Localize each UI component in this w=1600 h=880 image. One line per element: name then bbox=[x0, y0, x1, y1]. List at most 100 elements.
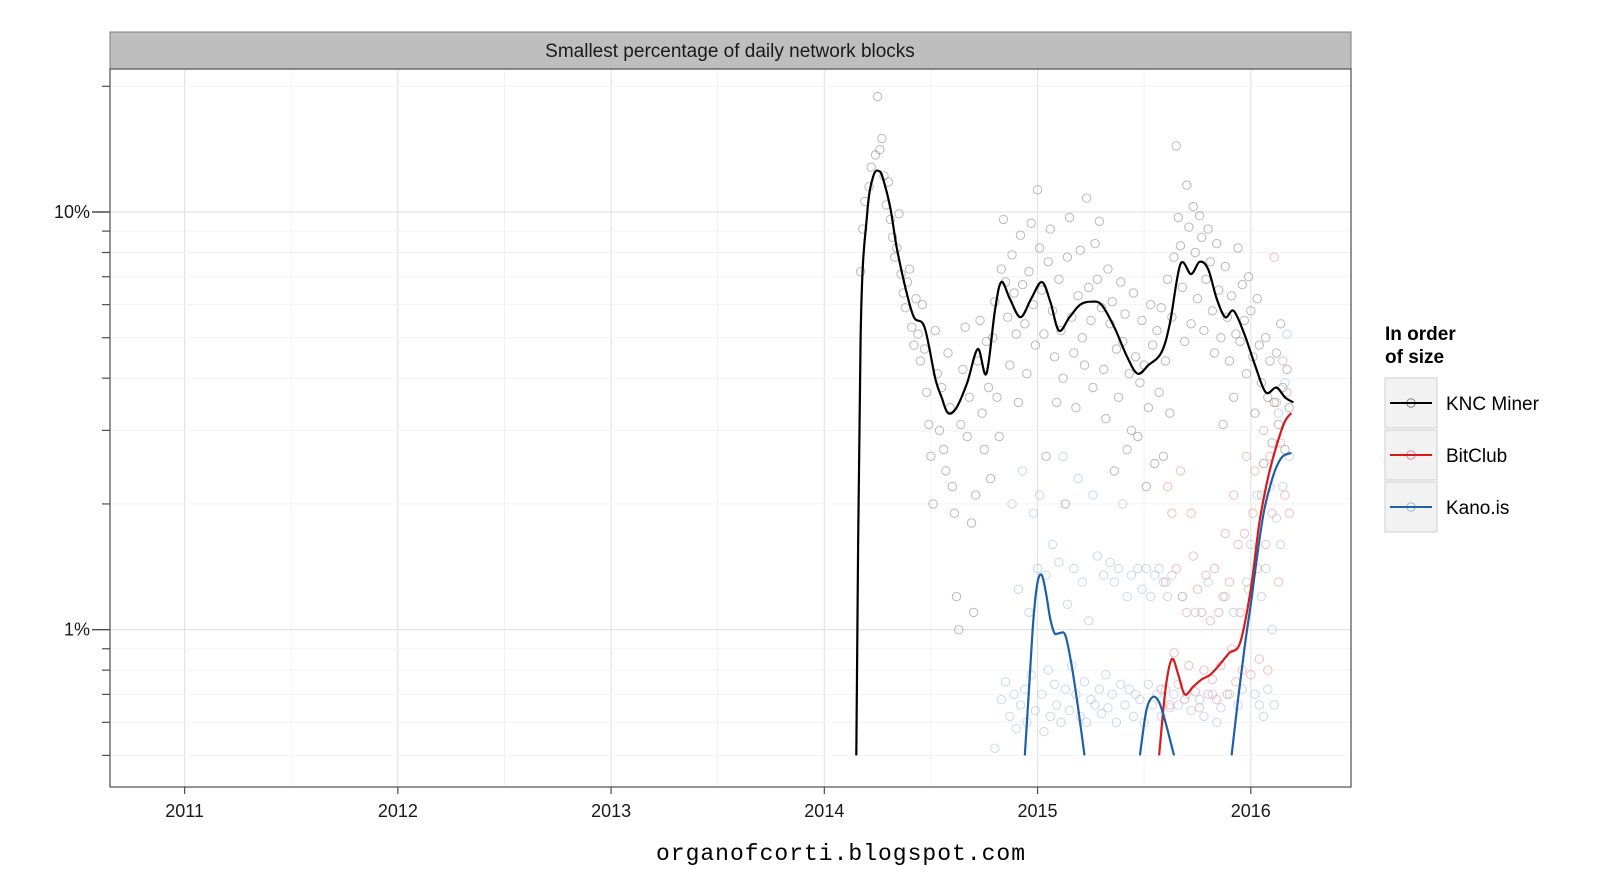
point-series-0 bbox=[1062, 252, 1073, 262]
point-series-0 bbox=[966, 518, 977, 528]
point-series-2 bbox=[1013, 584, 1024, 594]
point-series-0 bbox=[941, 466, 951, 476]
point-series-0 bbox=[1241, 369, 1252, 379]
point-series-0 bbox=[1205, 257, 1216, 267]
point-series-0 bbox=[1122, 444, 1132, 455]
point-series-2 bbox=[1111, 717, 1122, 727]
point-series-2 bbox=[1017, 466, 1028, 476]
point-series-0 bbox=[1126, 425, 1137, 436]
point-series-0 bbox=[1177, 282, 1188, 293]
point-series-1 bbox=[1261, 539, 1271, 550]
point-series-2 bbox=[1079, 677, 1090, 687]
point-series-0 bbox=[1256, 378, 1267, 388]
point-series-2 bbox=[1154, 563, 1164, 574]
legend-label: BitClub bbox=[1446, 446, 1507, 467]
panel-border bbox=[109, 68, 1352, 788]
point-series-0 bbox=[1160, 356, 1171, 366]
x-tick-label: 2014 bbox=[804, 801, 844, 821]
point-series-0 bbox=[1113, 392, 1124, 402]
point-series-0 bbox=[922, 387, 932, 397]
point-series-2 bbox=[1096, 708, 1107, 719]
point-series-2 bbox=[1135, 694, 1145, 705]
point-series-1 bbox=[1278, 356, 1288, 366]
chart-caption: organofcorti.blogspot.com bbox=[656, 841, 1026, 867]
point-series-0 bbox=[1212, 238, 1222, 249]
point-series-0 bbox=[1162, 274, 1173, 284]
point-series-2 bbox=[1049, 679, 1060, 689]
point-series-0 bbox=[1128, 288, 1139, 298]
point-series-1 bbox=[1167, 508, 1177, 518]
point-series-2 bbox=[1030, 705, 1041, 716]
point-series-0 bbox=[1035, 243, 1045, 253]
point-series-2 bbox=[1254, 700, 1265, 710]
smooth-line-series-2-c bbox=[1230, 451, 1292, 756]
point-series-0 bbox=[924, 419, 934, 430]
point-series-0 bbox=[956, 419, 966, 430]
point-series-2 bbox=[1224, 689, 1235, 699]
point-series-0 bbox=[1190, 247, 1201, 258]
point-series-2 bbox=[1282, 329, 1292, 339]
x-tick-label: 2011 bbox=[165, 801, 204, 821]
point-series-0 bbox=[947, 481, 957, 492]
point-series-0 bbox=[1233, 243, 1243, 253]
point-series-0 bbox=[1216, 333, 1226, 343]
point-series-0 bbox=[1145, 300, 1156, 310]
point-series-0 bbox=[907, 322, 917, 332]
point-series-1 bbox=[1205, 616, 1216, 626]
point-series-0 bbox=[1152, 325, 1162, 336]
point-series-2 bbox=[1207, 689, 1218, 699]
point-series-1 bbox=[1280, 490, 1290, 500]
plot-panel bbox=[110, 69, 1351, 787]
point-series-2 bbox=[1077, 577, 1088, 587]
point-series-2 bbox=[1011, 723, 1021, 734]
point-series-1 bbox=[1197, 607, 1207, 618]
point-series-1 bbox=[1246, 670, 1256, 680]
point-series-2 bbox=[1035, 490, 1045, 500]
point-series-2 bbox=[1113, 563, 1124, 574]
point-series-0 bbox=[1252, 294, 1262, 304]
point-series-2 bbox=[1177, 591, 1188, 602]
point-series-2 bbox=[1246, 539, 1256, 550]
point-series-2 bbox=[1105, 557, 1115, 567]
point-series-0 bbox=[1188, 201, 1198, 212]
point-series-0 bbox=[885, 214, 896, 225]
point-series-0 bbox=[1261, 333, 1271, 343]
point-series-2 bbox=[1158, 577, 1169, 587]
point-series-2 bbox=[1120, 700, 1130, 710]
point-series-2 bbox=[1073, 473, 1083, 484]
point-series-2 bbox=[1173, 700, 1184, 710]
point-series-0 bbox=[1265, 356, 1275, 366]
point-series-2 bbox=[1169, 689, 1179, 699]
point-series-0 bbox=[1220, 261, 1230, 272]
smooth-line-series-2 bbox=[1023, 573, 1086, 756]
point-series-2 bbox=[1124, 684, 1134, 694]
point-series-1 bbox=[1169, 648, 1179, 658]
point-series-0 bbox=[1192, 294, 1203, 304]
point-series-2 bbox=[1062, 599, 1073, 609]
point-series-2 bbox=[1165, 703, 1175, 713]
point-series-0 bbox=[1052, 397, 1062, 408]
point-series-1 bbox=[1201, 570, 1211, 580]
point-series-0 bbox=[1173, 212, 1184, 223]
point-series-2 bbox=[1060, 684, 1071, 694]
point-series-2 bbox=[1167, 570, 1177, 580]
smooth-line-series-0 bbox=[855, 169, 1294, 756]
point-series-0 bbox=[1284, 403, 1294, 413]
point-series-2 bbox=[1267, 625, 1277, 635]
x-tick-label: 2016 bbox=[1231, 801, 1271, 821]
point-series-0 bbox=[951, 591, 962, 602]
point-series-2 bbox=[1203, 577, 1213, 587]
point-series-0 bbox=[1026, 218, 1036, 228]
point-series-0 bbox=[1207, 306, 1218, 316]
point-series-0 bbox=[1194, 211, 1205, 221]
point-series-1 bbox=[1207, 674, 1218, 685]
point-series-0 bbox=[1275, 319, 1286, 329]
x-tick-label: 2012 bbox=[378, 801, 418, 821]
point-series-0 bbox=[1090, 238, 1100, 249]
point-series-0 bbox=[1271, 348, 1282, 358]
point-series-2 bbox=[1028, 508, 1039, 518]
point-series-2 bbox=[1263, 684, 1273, 694]
legend-title-line-2: of size bbox=[1385, 347, 1444, 368]
y-tick-label: 10% bbox=[54, 202, 90, 222]
